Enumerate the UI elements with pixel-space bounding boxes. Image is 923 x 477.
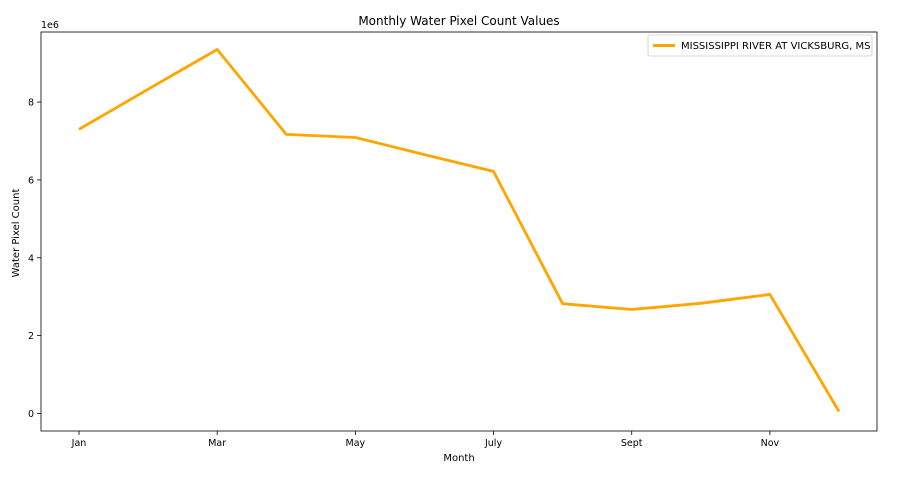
x-tick-label: July	[484, 438, 502, 449]
y-axis-label: Water Pixel Count	[11, 189, 22, 278]
series-line-0	[78, 48, 841, 413]
y-tick-label: 6	[28, 175, 34, 186]
legend-label: MISSISSIPPI RIVER AT VICKSBURG, MS	[681, 41, 870, 52]
x-axis: Jan Mar May July Sept Nov	[71, 431, 780, 449]
x-tick-label: Mar	[208, 438, 226, 449]
legend-box	[647, 34, 873, 57]
y-tick-label: 0	[28, 409, 34, 420]
plot-frame	[40, 31, 878, 432]
y-axis: 0 2 4 6 8	[28, 98, 41, 420]
y-tick-label: 4	[28, 253, 34, 264]
y-tick-label: 2	[28, 331, 34, 342]
x-axis-label: Month	[443, 453, 474, 464]
x-tick-label: Nov	[761, 438, 780, 449]
y-tick-label: 8	[28, 98, 34, 109]
x-tick-label: May	[346, 438, 366, 449]
series-layer	[78, 48, 841, 413]
x-tick-label: Sept	[621, 438, 643, 449]
y-axis-scale-label: 1e6	[41, 20, 59, 31]
legend: MISSISSIPPI RIVER AT VICKSBURG, MS	[647, 34, 873, 57]
chart-title: Monthly Water Pixel Count Values	[358, 14, 559, 28]
x-tick-label: Jan	[71, 438, 87, 449]
